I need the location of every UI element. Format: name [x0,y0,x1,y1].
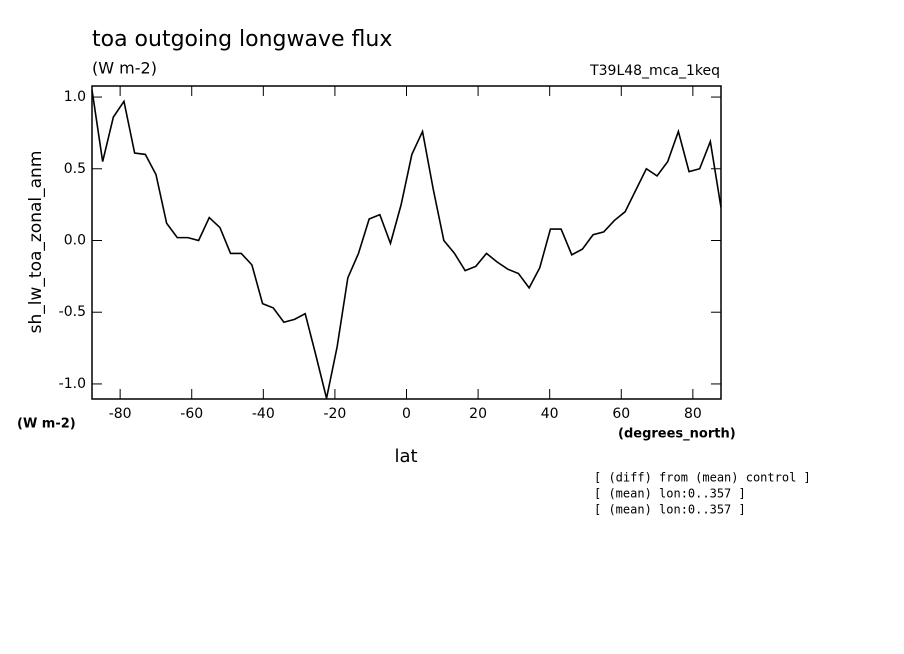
x-tick-label: 80 [684,406,702,422]
x-tick-label: -60 [180,406,203,422]
x-axis-label: lat [394,446,417,467]
x-tick-label: 20 [469,406,487,422]
chart-title: toa outgoing longwave flux [92,27,392,52]
x-tick-label: -40 [252,406,275,422]
y-tick-label: 0.5 [64,161,86,177]
y-axis-label: sh_lw_toa_zonal_anm [26,151,46,334]
chart-subtitle: (W m-2) [92,59,157,78]
x-tick-label: -80 [109,406,132,422]
x-tick-label: 60 [612,406,630,422]
note: [ (mean) lon:0..357 ] [594,487,746,501]
x-tick-label: -20 [323,406,346,422]
note: [ (diff) from (mean) control ] [594,471,811,485]
y-tick-label: -1.0 [59,376,86,392]
x-tick-label: 40 [541,406,559,422]
x-units: (degrees_north) [618,427,736,442]
x-tick-label: 0 [402,406,411,422]
y-tick-label: 0.0 [64,232,86,248]
y-tick-label: 1.0 [64,89,86,105]
plot-frame [91,85,722,400]
dataset-label: T39L48_mca_1keq [589,63,720,79]
data-line [91,89,722,399]
y-units: (W m-2) [17,417,76,432]
y-tick-label: -0.5 [59,304,86,320]
note: [ (mean) lon:0..357 ] [594,503,746,517]
